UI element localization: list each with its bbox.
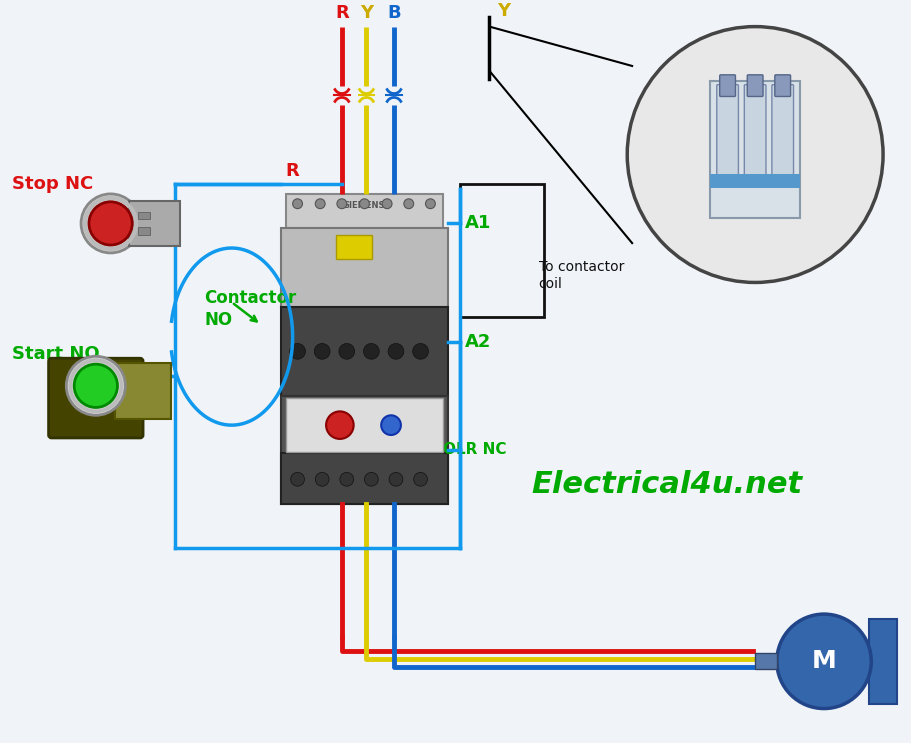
Text: R: R xyxy=(286,162,300,181)
FancyBboxPatch shape xyxy=(869,619,896,704)
Text: Y: Y xyxy=(497,1,510,20)
Circle shape xyxy=(291,473,304,486)
Circle shape xyxy=(74,364,118,407)
Circle shape xyxy=(340,473,353,486)
FancyBboxPatch shape xyxy=(772,85,793,185)
Circle shape xyxy=(383,199,392,209)
FancyBboxPatch shape xyxy=(138,227,150,236)
FancyBboxPatch shape xyxy=(747,75,763,97)
Circle shape xyxy=(413,343,428,359)
FancyBboxPatch shape xyxy=(138,212,150,219)
FancyBboxPatch shape xyxy=(710,174,801,188)
Circle shape xyxy=(381,415,401,435)
Text: R: R xyxy=(335,4,349,22)
Circle shape xyxy=(292,199,302,209)
Circle shape xyxy=(425,199,435,209)
FancyBboxPatch shape xyxy=(281,395,448,504)
Circle shape xyxy=(290,343,305,359)
Text: M: M xyxy=(812,649,836,673)
Circle shape xyxy=(777,614,871,709)
Circle shape xyxy=(89,202,132,245)
Text: A1: A1 xyxy=(465,215,491,233)
FancyBboxPatch shape xyxy=(286,398,443,452)
Text: Contactor
NO: Contactor NO xyxy=(204,289,296,329)
Circle shape xyxy=(314,343,330,359)
Circle shape xyxy=(337,199,347,209)
Circle shape xyxy=(315,473,329,486)
Text: B: B xyxy=(387,4,401,22)
Circle shape xyxy=(389,473,403,486)
Circle shape xyxy=(364,473,378,486)
Circle shape xyxy=(315,199,325,209)
Text: Start NO: Start NO xyxy=(12,345,100,363)
Circle shape xyxy=(388,343,404,359)
FancyBboxPatch shape xyxy=(710,81,801,218)
Circle shape xyxy=(326,412,353,439)
Circle shape xyxy=(414,473,427,486)
FancyBboxPatch shape xyxy=(336,236,373,259)
FancyBboxPatch shape xyxy=(755,653,777,669)
Text: To contactor
coil: To contactor coil xyxy=(538,260,624,291)
FancyBboxPatch shape xyxy=(720,75,735,97)
Text: Electrical4u.net: Electrical4u.net xyxy=(531,470,803,499)
FancyBboxPatch shape xyxy=(48,358,143,438)
FancyBboxPatch shape xyxy=(744,85,766,185)
Circle shape xyxy=(404,199,414,209)
Text: SIEMENS: SIEMENS xyxy=(343,201,385,210)
FancyBboxPatch shape xyxy=(129,201,180,246)
Circle shape xyxy=(363,343,379,359)
Text: A2: A2 xyxy=(465,333,491,351)
Circle shape xyxy=(81,194,140,253)
Text: Y: Y xyxy=(360,4,373,22)
FancyBboxPatch shape xyxy=(775,75,791,97)
Text: OLR NC: OLR NC xyxy=(443,442,507,457)
FancyBboxPatch shape xyxy=(281,307,448,395)
Text: Stop NC: Stop NC xyxy=(12,175,94,193)
FancyBboxPatch shape xyxy=(115,363,170,419)
Circle shape xyxy=(67,356,126,415)
FancyBboxPatch shape xyxy=(281,228,448,307)
FancyBboxPatch shape xyxy=(717,85,739,185)
FancyBboxPatch shape xyxy=(286,194,443,228)
Circle shape xyxy=(339,343,354,359)
Circle shape xyxy=(627,27,883,282)
Circle shape xyxy=(360,199,369,209)
FancyBboxPatch shape xyxy=(281,452,448,504)
